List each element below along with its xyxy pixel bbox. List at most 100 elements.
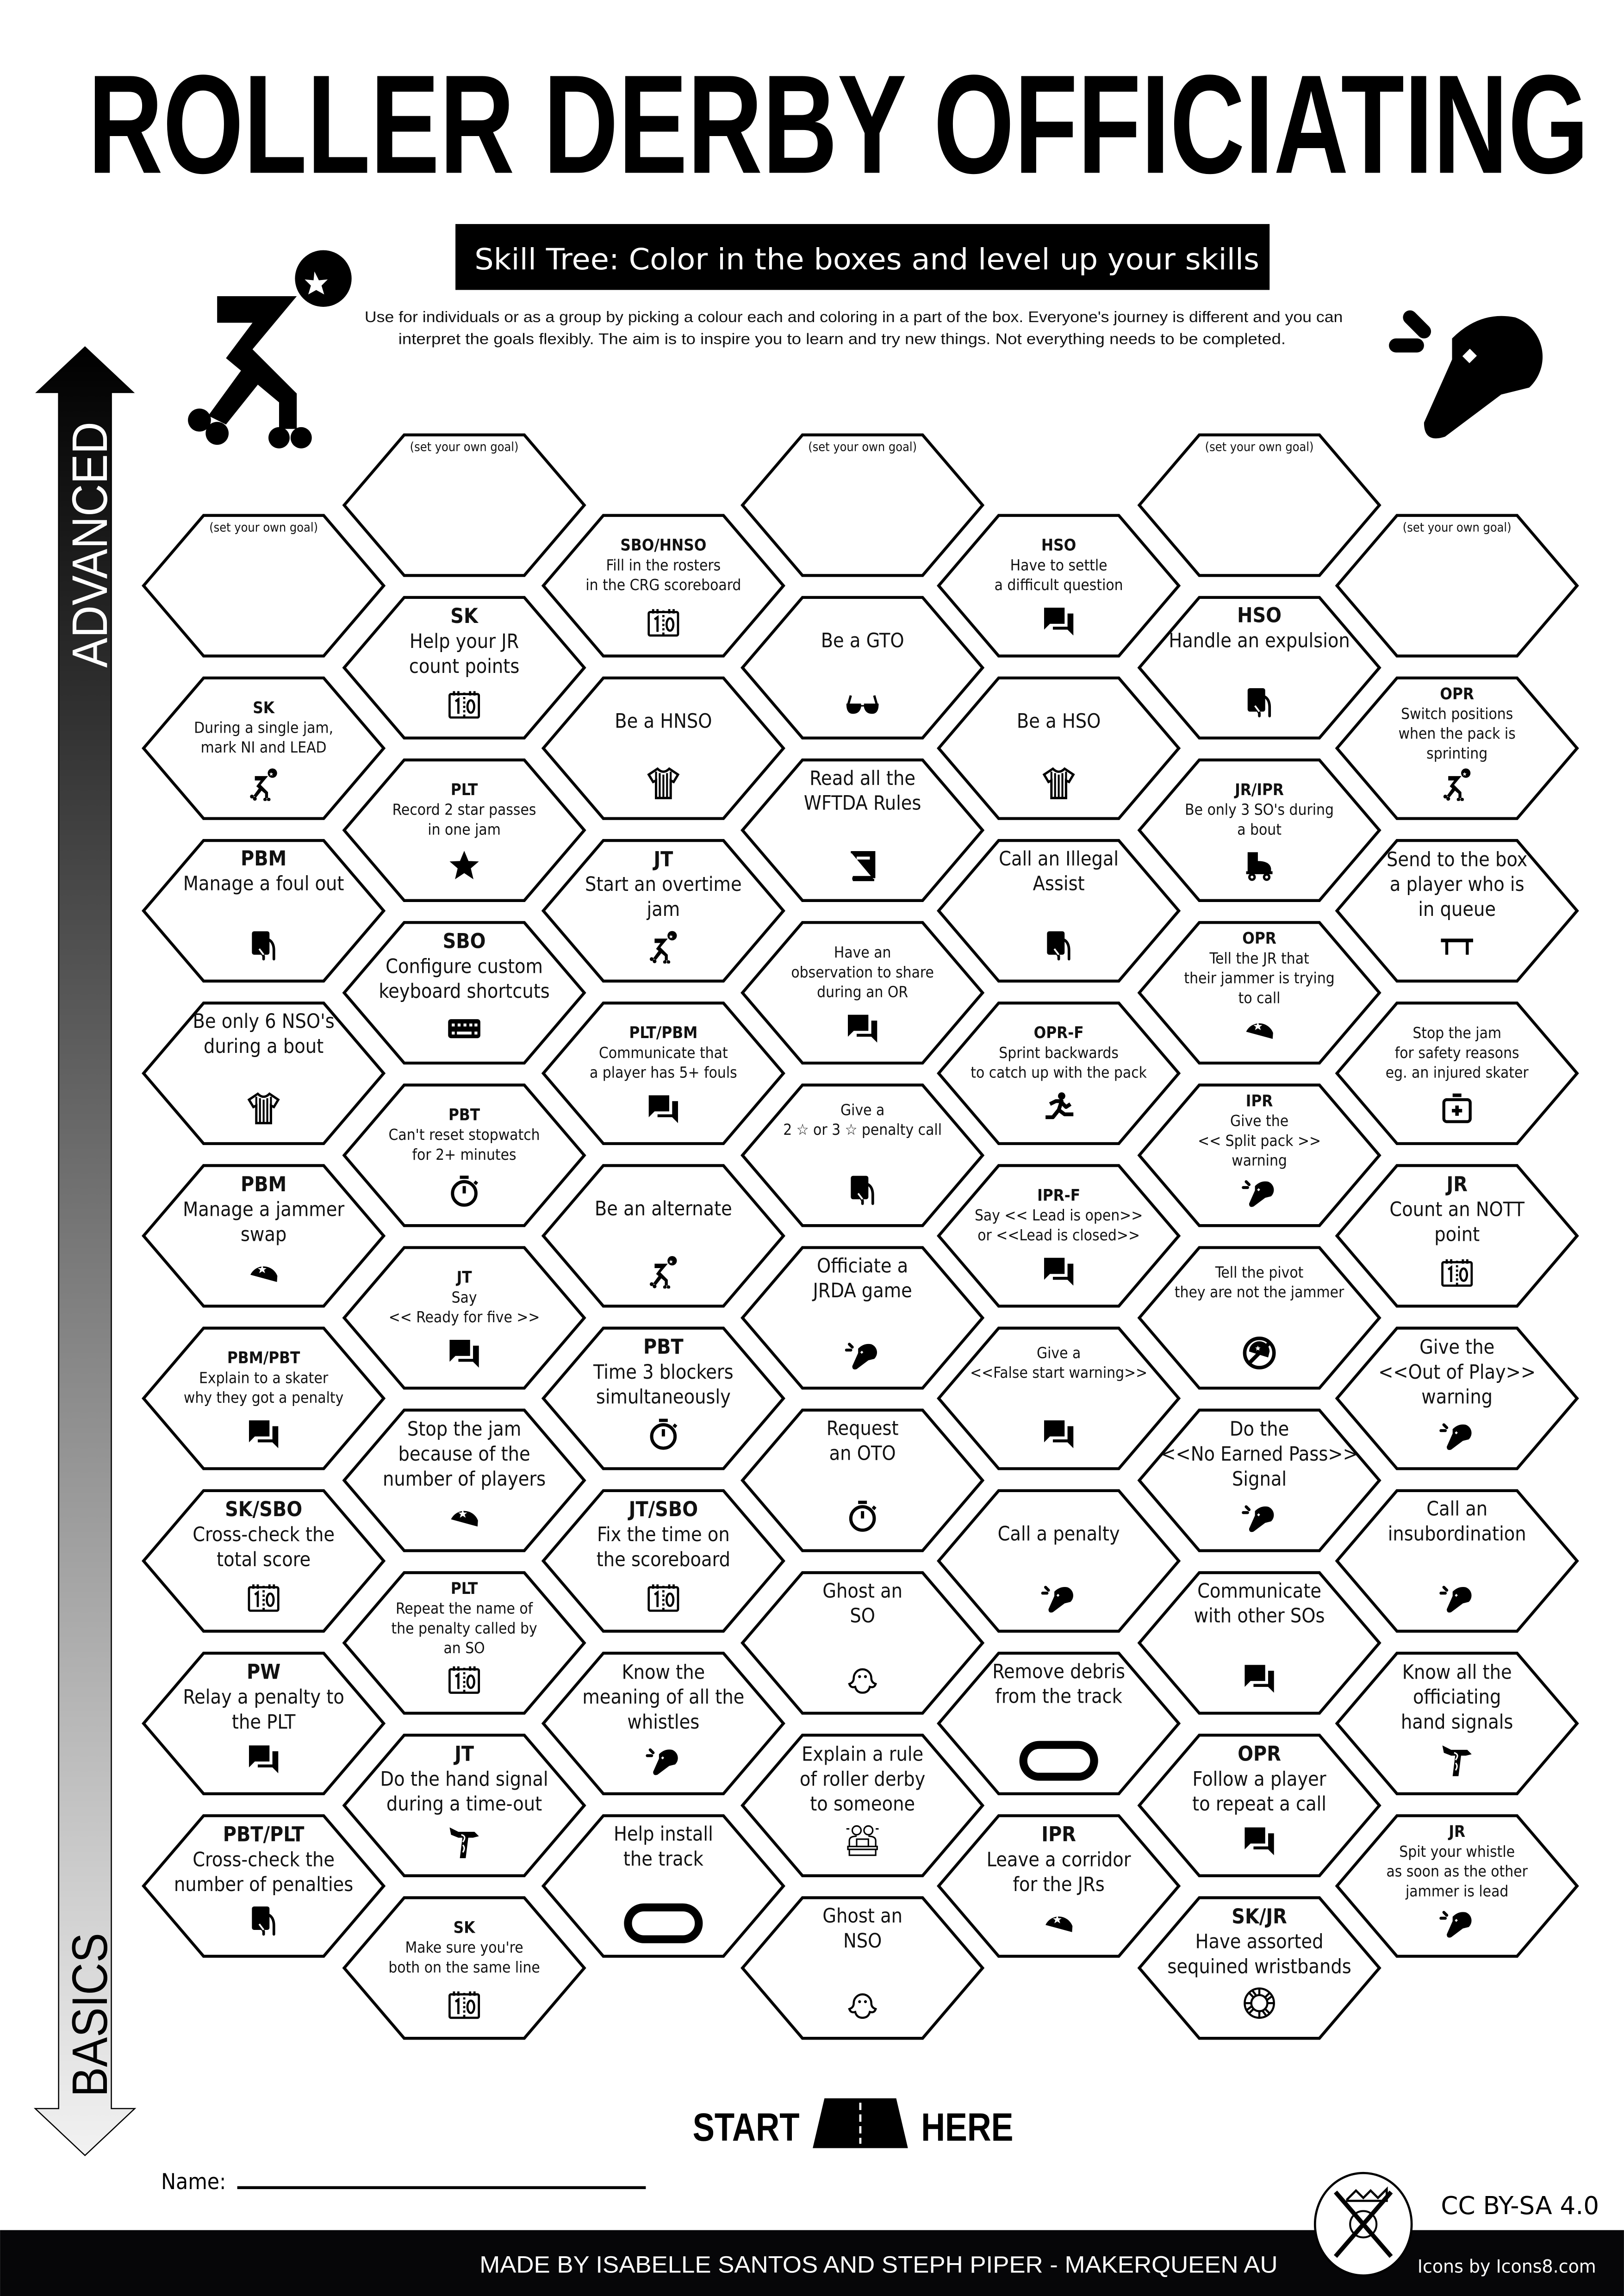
hex-outline[interactable] [1137, 596, 1381, 740]
hex-outline[interactable] [1137, 1083, 1381, 1227]
icons-credit[interactable]: Icons by Icons8.com [1418, 2256, 1596, 2277]
hex-outline[interactable] [541, 514, 785, 658]
hex-outline[interactable] [541, 1002, 785, 1145]
hex-outline[interactable] [142, 1164, 386, 1308]
hex-outline[interactable] [342, 1571, 586, 1715]
hex-outline[interactable] [1137, 1408, 1381, 1552]
hex-outline[interactable] [1137, 1571, 1381, 1715]
hex-outline[interactable] [142, 676, 386, 820]
hex-outline[interactable] [342, 1408, 586, 1552]
hex-outline[interactable] [1335, 839, 1579, 983]
hex-outline[interactable] [142, 1002, 386, 1145]
hex-outline[interactable] [142, 1489, 386, 1633]
hex-outline[interactable] [342, 921, 586, 1065]
goal-hex[interactable]: (set your own goal) [342, 433, 586, 577]
hex-outline[interactable] [541, 1489, 785, 1633]
hex-outline[interactable] [1137, 1246, 1381, 1390]
hex-outline[interactable] [937, 1651, 1181, 1795]
goal-hex[interactable]: (set your own goal) [740, 433, 985, 577]
hex-outline[interactable] [937, 514, 1181, 658]
hex-outline[interactable] [541, 1651, 785, 1795]
hex-outline[interactable] [937, 1002, 1181, 1145]
skill-hex[interactable]: OPR-F Sprint backwards to catch up with th… [937, 1002, 1181, 1145]
hex-outline[interactable] [740, 1408, 985, 1552]
hex-outline[interactable] [740, 1896, 985, 2040]
hex-outline[interactable] [541, 1164, 785, 1308]
skill-hex[interactable]: IPR Give the << Split pack >>warning [1137, 1083, 1381, 1227]
hex-outline[interactable] [142, 514, 386, 658]
skill-hex[interactable]: Give a<<False start warning>> [937, 1326, 1181, 1470]
hex-outline[interactable] [740, 921, 985, 1065]
hex-outline[interactable] [937, 839, 1181, 983]
hex-outline[interactable] [740, 1246, 985, 1390]
hex-outline[interactable] [342, 596, 586, 740]
skill-hex[interactable]: Stop the jam for safety reasons eg. an inj… [1335, 1002, 1579, 1145]
hex-outline[interactable] [142, 1326, 386, 1470]
hex-outline[interactable] [342, 1083, 586, 1227]
hex-outline[interactable] [1335, 514, 1579, 658]
hex-outline[interactable] [740, 1571, 985, 1715]
hex-outline[interactable] [1335, 1651, 1579, 1795]
hex-outline[interactable] [740, 758, 985, 902]
hex-outline[interactable] [342, 433, 586, 577]
goal-hex[interactable]: (set your own goal) [1137, 433, 1381, 577]
hex-outline[interactable] [1335, 1814, 1579, 1958]
skill-hex[interactable]: SK During a single jam,mark NI and LEAD [142, 676, 386, 820]
hex-outline[interactable] [1335, 676, 1579, 820]
hex-outline[interactable] [541, 1814, 785, 1958]
skill-hex[interactable]: Call a penalty [937, 1489, 1181, 1633]
skill-hex[interactable]: Be a HNSO [541, 676, 785, 820]
skill-hex[interactable]: Give a2 ☆ or 3 ☆ penalty call [740, 1083, 985, 1227]
goal-hex[interactable]: (set your own goal) [142, 514, 386, 658]
hex-outline[interactable] [1137, 433, 1381, 577]
hex-outline[interactable] [740, 1083, 985, 1227]
skill-hex[interactable]: Be a HSO [937, 676, 1181, 820]
hex-outline[interactable] [342, 758, 586, 902]
hex-outline[interactable] [1335, 1326, 1579, 1470]
skill-hex[interactable]: Be an alternate [541, 1164, 785, 1308]
hex-outline[interactable] [937, 1326, 1181, 1470]
hex-outline[interactable] [740, 433, 985, 577]
skill-hex[interactable]: Do the<<No Earned Pass>>Signal [1137, 1408, 1381, 1552]
hex-outline[interactable] [1137, 1734, 1381, 1878]
hex-outline[interactable] [740, 596, 985, 740]
hex-outline[interactable] [1335, 1164, 1579, 1308]
hex-outline[interactable] [342, 1896, 586, 2040]
